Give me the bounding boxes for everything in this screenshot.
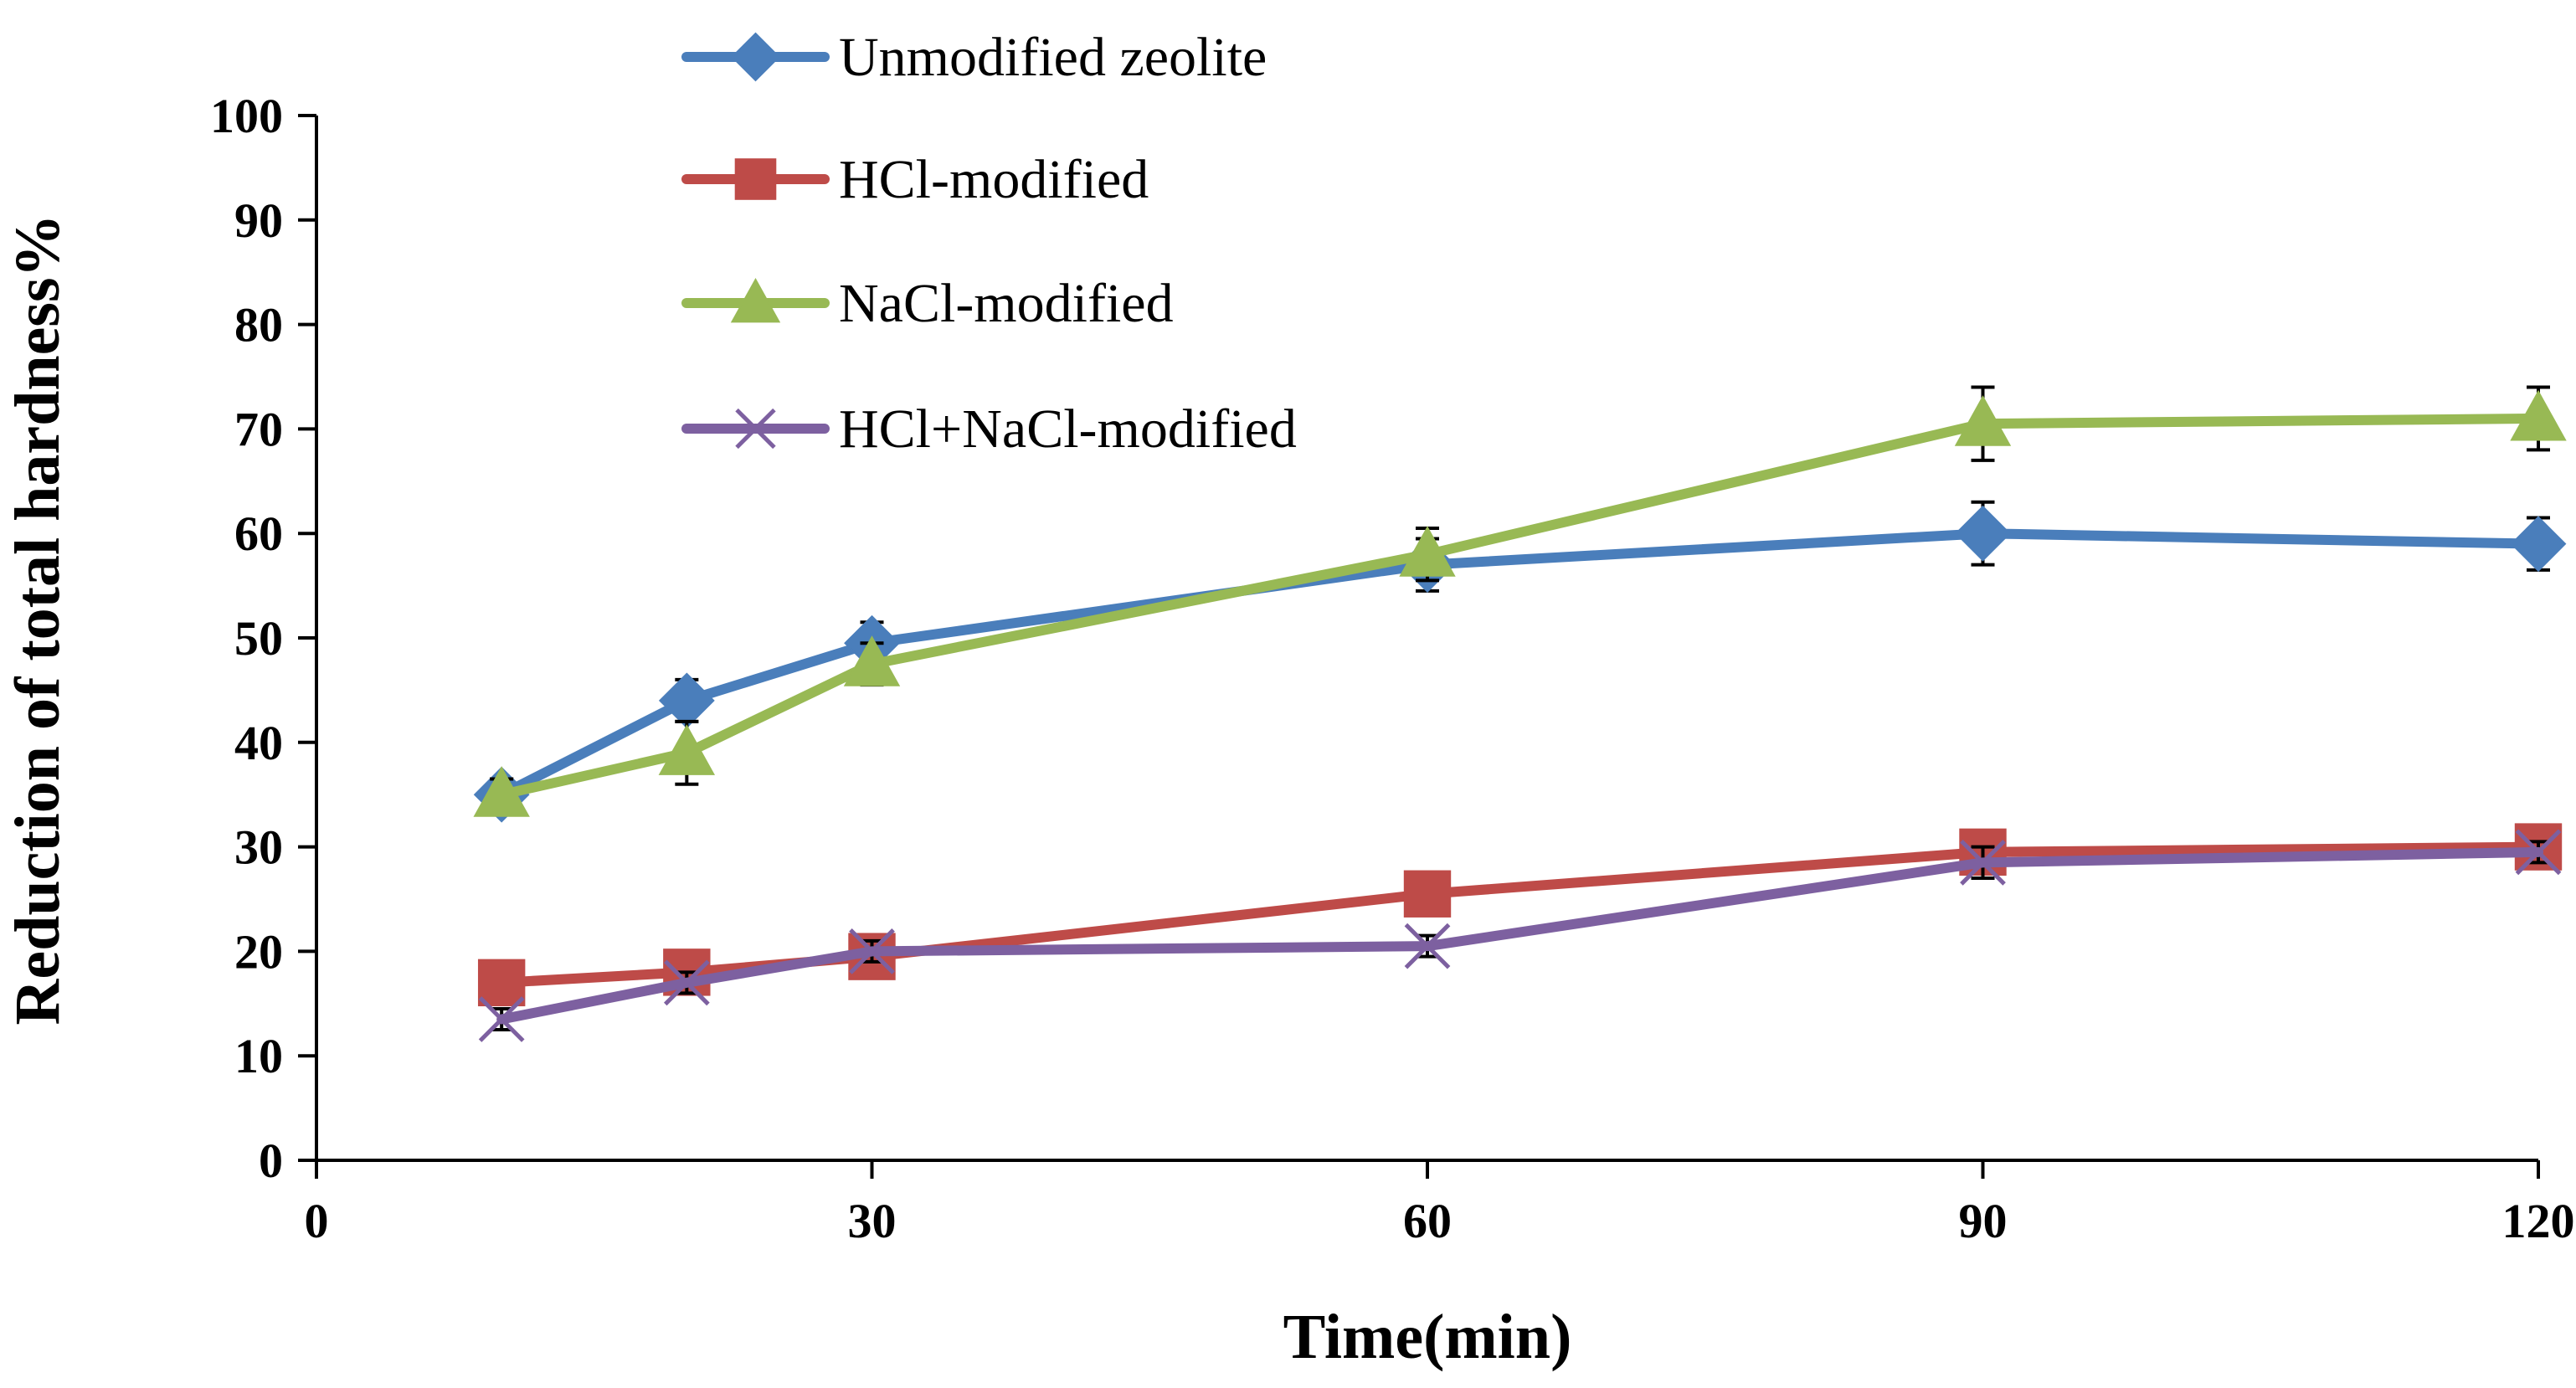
data-point (1403, 870, 1452, 918)
series-unmodified-zeolite (473, 500, 2567, 823)
legend-entry: HCl-modified (681, 149, 1149, 210)
legend-marker (731, 32, 780, 82)
data-point (658, 672, 715, 729)
y-axis-title: Reduction of total hardness% (3, 213, 73, 1025)
y-tick-label: 10 (234, 1029, 283, 1083)
y-tick-label: 30 (234, 820, 283, 875)
series-line (496, 841, 2543, 988)
y-tick-label: 40 (234, 716, 283, 770)
x-tick-label: 0 (305, 1194, 329, 1248)
data-point (2515, 829, 2562, 876)
legend-label: HCl+NaCl-modified (839, 398, 1297, 460)
series-line (496, 846, 2543, 1025)
y-tick-label: 60 (234, 506, 283, 561)
data-point (2510, 389, 2567, 441)
data-point (1399, 526, 1456, 577)
y-tick-label: 100 (210, 89, 283, 143)
series-nacl-modified (473, 385, 2567, 817)
legend-label: Unmodified zeolite (839, 27, 1267, 88)
data-point (663, 959, 710, 1006)
legend-label: NaCl-modified (839, 273, 1174, 334)
data-point (478, 996, 525, 1042)
series-hcl-nacl-modified (478, 829, 2562, 1042)
legend: Unmodified zeolite HCl-modified NaCl-modif… (681, 27, 1297, 460)
x-axis-title: Time(min) (1283, 1302, 1572, 1372)
data-point (1960, 839, 2006, 886)
y-tick-label: 0 (259, 1134, 283, 1188)
data-point (477, 959, 526, 1007)
legend-entry: Unmodified zeolite (681, 27, 1267, 88)
x-tick-label: 120 (2502, 1194, 2575, 1248)
x-tick-label: 60 (1403, 1194, 1452, 1248)
x-tick-label: 30 (848, 1194, 897, 1248)
data-point (2510, 516, 2567, 573)
legend-marker (730, 277, 781, 323)
tick-labels: 0 10 20 30 40 50 60 70 80 90 100 0 30 60 90 120 (210, 89, 2575, 1248)
legend-marker (735, 408, 776, 450)
data-point (473, 766, 530, 817)
data-point (1954, 395, 2012, 446)
y-tick-label: 50 (234, 611, 283, 666)
data-point (1955, 505, 2011, 562)
x-tick-label: 90 (1959, 1194, 2008, 1248)
series-hcl-modified (477, 823, 2563, 1007)
legend-marker (734, 158, 777, 200)
y-tick-label: 20 (234, 924, 283, 979)
data-point (843, 635, 901, 686)
data-point (658, 724, 716, 775)
series-line (496, 528, 2543, 800)
series-line (496, 413, 2543, 800)
data-point (849, 928, 895, 974)
y-tick-label: 70 (234, 402, 283, 456)
axes (298, 114, 2540, 1179)
legend-label: HCl-modified (839, 149, 1149, 210)
data-point (1404, 923, 1451, 969)
y-tick-label: 90 (234, 193, 283, 248)
series-lines (473, 385, 2567, 1042)
y-tick-label: 80 (234, 298, 283, 352)
legend-entry: NaCl-modified (681, 273, 1174, 334)
legend-entry: HCl+NaCl-modified (681, 398, 1297, 460)
